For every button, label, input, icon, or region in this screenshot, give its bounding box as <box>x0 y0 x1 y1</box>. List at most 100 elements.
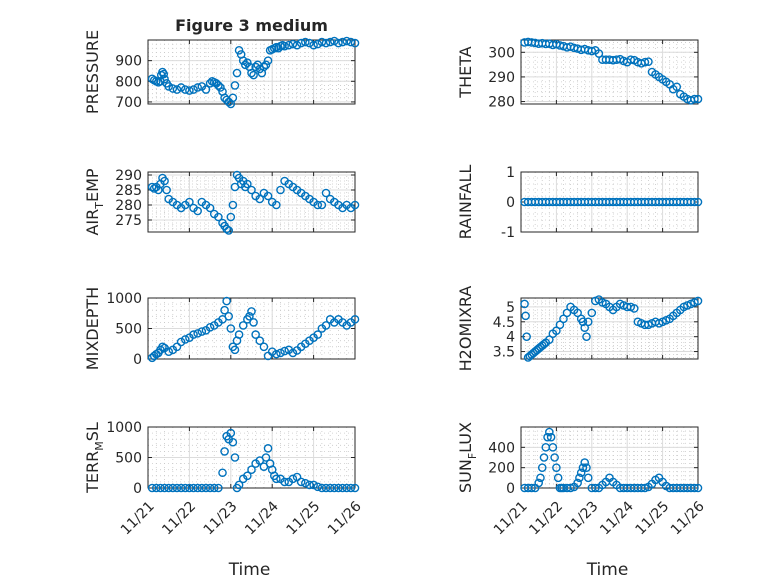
x-axis-label: Time <box>228 560 271 580</box>
data-point <box>172 342 182 352</box>
data-point <box>160 176 169 186</box>
y-tick-label: 290 <box>488 70 515 86</box>
data-point <box>587 308 597 318</box>
data-point <box>309 40 318 50</box>
data-point <box>176 483 186 493</box>
axes-frame <box>147 39 356 105</box>
data-point <box>205 322 215 332</box>
data-point <box>325 37 335 47</box>
data-point <box>296 38 306 48</box>
data-point <box>220 447 229 456</box>
data-point <box>201 483 211 493</box>
x-axis-label: Time <box>586 560 629 580</box>
y-tick-label: 285 <box>115 183 142 199</box>
data-point <box>160 74 169 84</box>
y-axis-label-subscript: M <box>93 441 106 451</box>
data-point <box>261 453 271 462</box>
data-point <box>527 483 536 493</box>
data-point <box>249 70 258 80</box>
data-point <box>334 38 343 48</box>
data-point <box>582 463 591 472</box>
y-axis-label: TERRMSL <box>83 422 106 494</box>
y-axis-label-text: PRESSURE <box>83 30 102 114</box>
data-point <box>205 203 215 213</box>
data-point <box>247 185 256 195</box>
chart-title: Figure 3 medium <box>175 16 328 35</box>
data-point <box>226 212 236 222</box>
data-point <box>251 330 260 339</box>
data-point <box>580 458 590 467</box>
data-point <box>313 200 323 210</box>
y-tick-label: 4.5 <box>493 315 515 331</box>
data-point <box>305 480 314 490</box>
data-point <box>205 79 215 88</box>
y-axis-label-text: SUN <box>456 459 475 493</box>
data-point <box>566 483 575 493</box>
data-point <box>629 304 639 313</box>
data-point <box>245 311 254 321</box>
data-point <box>189 330 198 339</box>
data-point <box>238 56 248 65</box>
data-point <box>263 444 273 453</box>
data-point <box>288 474 298 484</box>
data-point <box>176 83 186 92</box>
data-point <box>690 197 699 207</box>
data-point <box>224 311 234 321</box>
data-point <box>292 40 302 50</box>
data-point <box>185 86 194 95</box>
data-point <box>185 483 194 493</box>
data-point <box>301 478 310 488</box>
data-point <box>317 37 327 47</box>
panel-theta: 280 290 300 THETA <box>456 37 703 111</box>
data-point <box>193 206 202 216</box>
axes-frame <box>520 297 699 360</box>
y-tick-label: 200 <box>488 461 515 477</box>
data-point <box>305 38 314 48</box>
data-point <box>272 349 281 359</box>
data-point <box>342 36 352 46</box>
data-point <box>238 321 248 330</box>
data-point <box>164 82 173 91</box>
data-point <box>317 483 327 493</box>
data-point <box>234 480 244 490</box>
y-axis-label-subscript: T <box>93 202 106 210</box>
data-point <box>193 83 202 92</box>
y-tick-label: 1 <box>506 165 515 181</box>
data-point <box>280 477 289 487</box>
data-point <box>550 453 559 462</box>
data-point <box>350 200 360 210</box>
data-point <box>693 94 703 104</box>
axes-frame <box>147 297 356 360</box>
data-point <box>552 463 561 472</box>
data-point <box>168 84 178 93</box>
y-tick-label: 500 <box>115 451 142 467</box>
data-point <box>329 483 339 493</box>
data-point <box>214 81 223 90</box>
data-point <box>216 83 225 92</box>
data-point <box>582 332 591 341</box>
data-point <box>259 62 269 72</box>
data-point <box>160 483 169 493</box>
data-point <box>251 62 260 72</box>
y-axis-label: RAINFALL <box>456 165 475 240</box>
data-point <box>189 483 198 493</box>
data-point <box>243 471 252 481</box>
data-point <box>276 185 285 195</box>
y-tick-label: 3.5 <box>493 345 515 361</box>
y-tick-label: -1 <box>501 225 515 241</box>
data-point <box>543 432 552 442</box>
y-axis-label-text: H2OMIXRA <box>456 286 475 372</box>
data-point <box>553 473 563 483</box>
data-point <box>346 483 356 493</box>
data-point <box>172 483 182 493</box>
data-point <box>313 482 323 492</box>
data-point <box>342 483 352 493</box>
axes-frame <box>520 426 699 489</box>
data-point <box>583 473 593 483</box>
data-point <box>164 483 173 493</box>
y-tick-label: 4 <box>506 330 515 346</box>
data-point <box>520 299 529 309</box>
data-point <box>249 318 258 327</box>
y-tick-label: 0 <box>133 481 142 497</box>
data-point <box>334 483 343 493</box>
